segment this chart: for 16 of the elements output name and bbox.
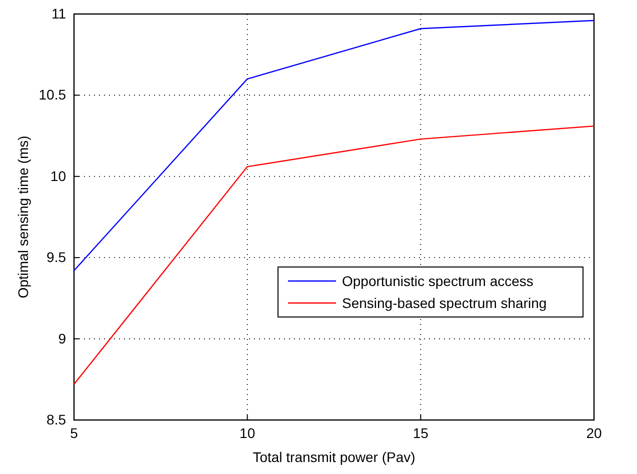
y-tick-label: 9.5 xyxy=(46,249,66,266)
legend-label: Sensing-based spectrum sharing xyxy=(342,295,547,311)
x-tick-label: 20 xyxy=(586,424,602,441)
y-tick-label: 11 xyxy=(51,5,66,22)
y-tick-label: 10.5 xyxy=(38,86,66,103)
y-tick-label: 8.5 xyxy=(46,411,66,428)
y-axis-title: Optimal sensing time (ms) xyxy=(15,136,31,298)
y-tick-label: 10 xyxy=(50,168,66,184)
line-series xyxy=(73,20,595,272)
line-series xyxy=(73,125,595,385)
x-tick-label: 15 xyxy=(412,424,429,441)
x-tick-label: 10 xyxy=(240,424,256,441)
legend-label: Opportunistic spectrum access xyxy=(342,273,534,289)
x-tick-label: 5 xyxy=(70,424,78,441)
y-tick-label: 9 xyxy=(58,330,66,346)
x-axis-title: Total transmit power (Pav) xyxy=(252,449,416,465)
